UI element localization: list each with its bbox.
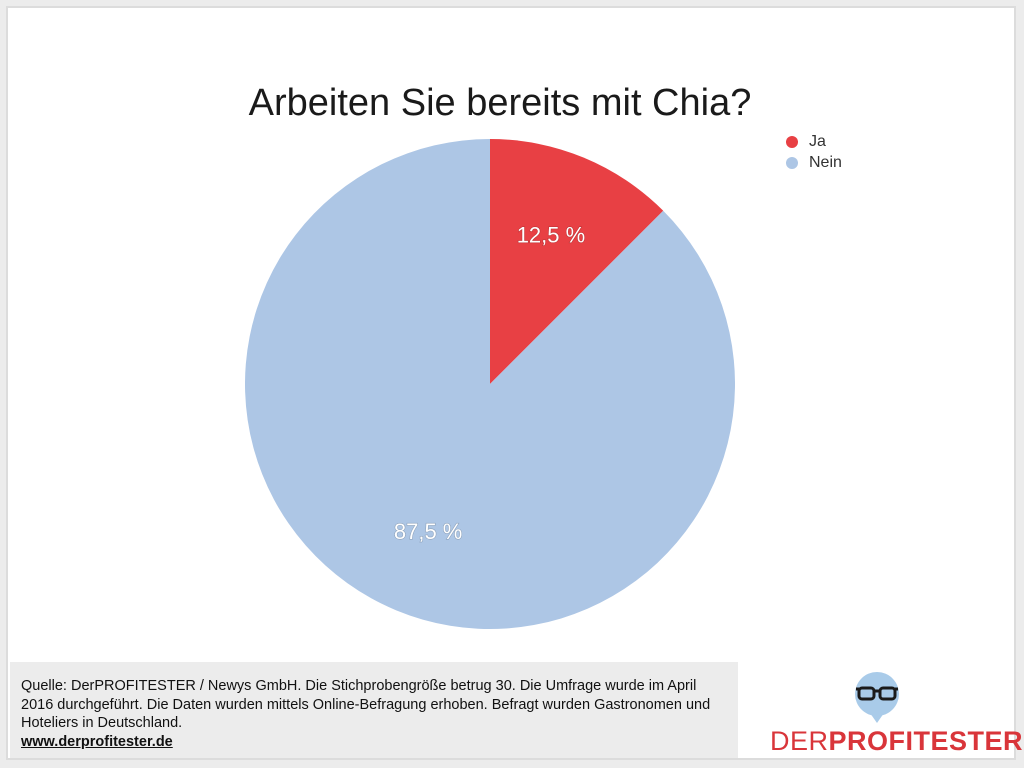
legend-swatch-ja [786, 135, 798, 148]
logo-part-der: DER [770, 726, 829, 756]
website-link[interactable]: www.derprofitester.de [21, 733, 173, 750]
chart-title: Arbeiten Sie bereits mit Chia? [248, 82, 752, 124]
glasses-speech-bubble-icon [855, 672, 899, 723]
footer: Quelle: DerPROFITESTER / Newys GmbH. Die… [10, 662, 1023, 758]
logo-part-profitester: PROFITESTER [828, 726, 1024, 756]
legend-item-nein: Nein [786, 152, 842, 173]
pie-chart: 12,5 % 87,5 % [244, 139, 735, 630]
legend-label-nein: Nein [809, 153, 842, 171]
pie-slice-ja [490, 139, 664, 384]
legend-swatch-nein [786, 156, 798, 169]
legend-label-ja: Ja [809, 132, 826, 150]
brand-logo: DERPROFITESTER [740, 662, 1023, 758]
source-text: Quelle: DerPROFITESTER / Newys GmbH. Die… [21, 678, 711, 731]
chart-legend: Ja Nein [786, 131, 842, 173]
pie-slice-nein [244, 139, 735, 630]
chart-slide: 12,5 % 87,5 % Arbeiten Sie bereits mit Ch… [10, 10, 1014, 660]
source-note: Quelle: DerPROFITESTER / Newys GmbH. Die… [10, 662, 738, 758]
legend-item-ja: Ja [786, 131, 842, 152]
data-label-nein: 87,5 % [394, 519, 463, 544]
data-label-ja: 12,5 % [517, 223, 586, 248]
logo-wordmark: DERPROFITESTER [770, 726, 1023, 756]
